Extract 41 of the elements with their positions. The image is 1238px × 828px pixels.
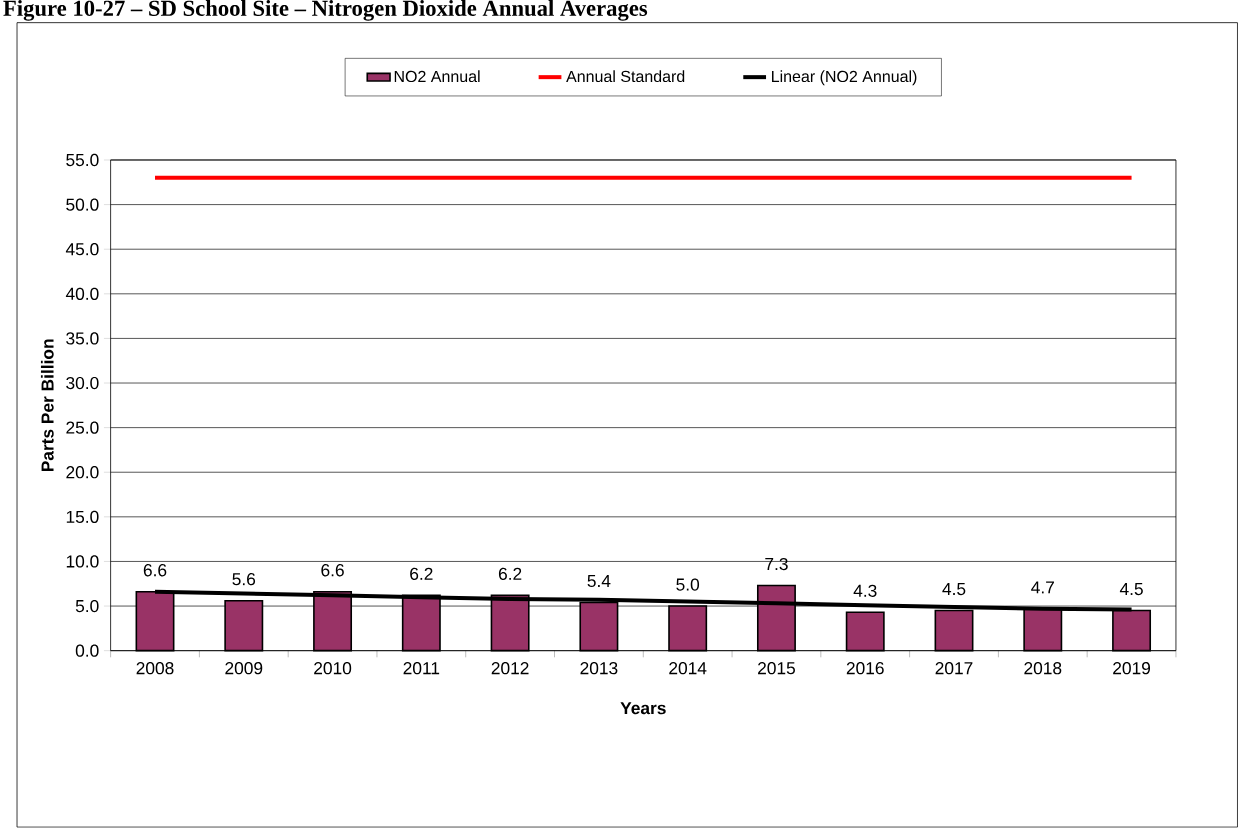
y-tick-label: 10.0: [66, 555, 99, 568]
y-tick-label: 0.0: [75, 644, 99, 657]
data-label: 6.2: [410, 567, 433, 581]
data-label: 6.6: [321, 564, 344, 577]
data-label: 6.6: [143, 564, 167, 577]
x-tick-label: 2012: [491, 662, 529, 675]
y-axis-title: Parts Per Billion: [40, 339, 54, 472]
y-tick-label: 50.0: [66, 198, 99, 211]
y-tick-label: 5.0: [75, 600, 99, 613]
legend-label: Linear (NO2 Annual): [772, 70, 917, 86]
y-tick-label: 40.0: [65, 287, 99, 301]
data-label: 5.4: [587, 575, 611, 588]
data-label: 5.6: [232, 573, 256, 586]
legend-label: NO2 Annual: [394, 70, 480, 83]
x-tick-label: 2016: [846, 662, 884, 675]
x-tick-label: 2008: [136, 662, 174, 675]
x-tick-label: 2013: [580, 662, 618, 675]
y-tick-label: 30.0: [66, 377, 99, 390]
x-tick-label: 2009: [225, 662, 263, 675]
x-tick-label: 2010: [314, 662, 352, 675]
y-tick-label: 15.0: [66, 510, 99, 524]
y-tick-label: 20.0: [66, 466, 99, 479]
x-tick-label: 2019: [1113, 662, 1151, 675]
y-tick-label: 25.0: [66, 421, 99, 434]
x-tick-label: 2014: [669, 662, 707, 675]
data-label: 5.0: [676, 578, 700, 591]
legend-label: Annual Standard: [566, 70, 685, 83]
data-label: 4.5: [942, 583, 966, 596]
y-tick-label: 35.0: [66, 332, 99, 345]
x-tick-label: 2015: [758, 662, 795, 675]
y-tick-label: 45.0: [65, 243, 99, 256]
chart-title: Figure 10-27 – SD School Site – Nitrogen Dioxide Annual Averages: [3, 0, 648, 21]
x-tick-label: 2011: [403, 662, 440, 675]
y-tick-label: 55.0: [66, 154, 99, 167]
x-tick-label: 2017: [935, 662, 973, 675]
data-label: 4.7: [1031, 581, 1054, 594]
x-axis-title: Years: [620, 702, 666, 715]
x-tick-label: 2018: [1024, 662, 1062, 675]
data-label: 4.5: [1119, 583, 1143, 596]
data-label: 4.3: [853, 584, 877, 598]
data-label: 6.2: [498, 567, 522, 581]
